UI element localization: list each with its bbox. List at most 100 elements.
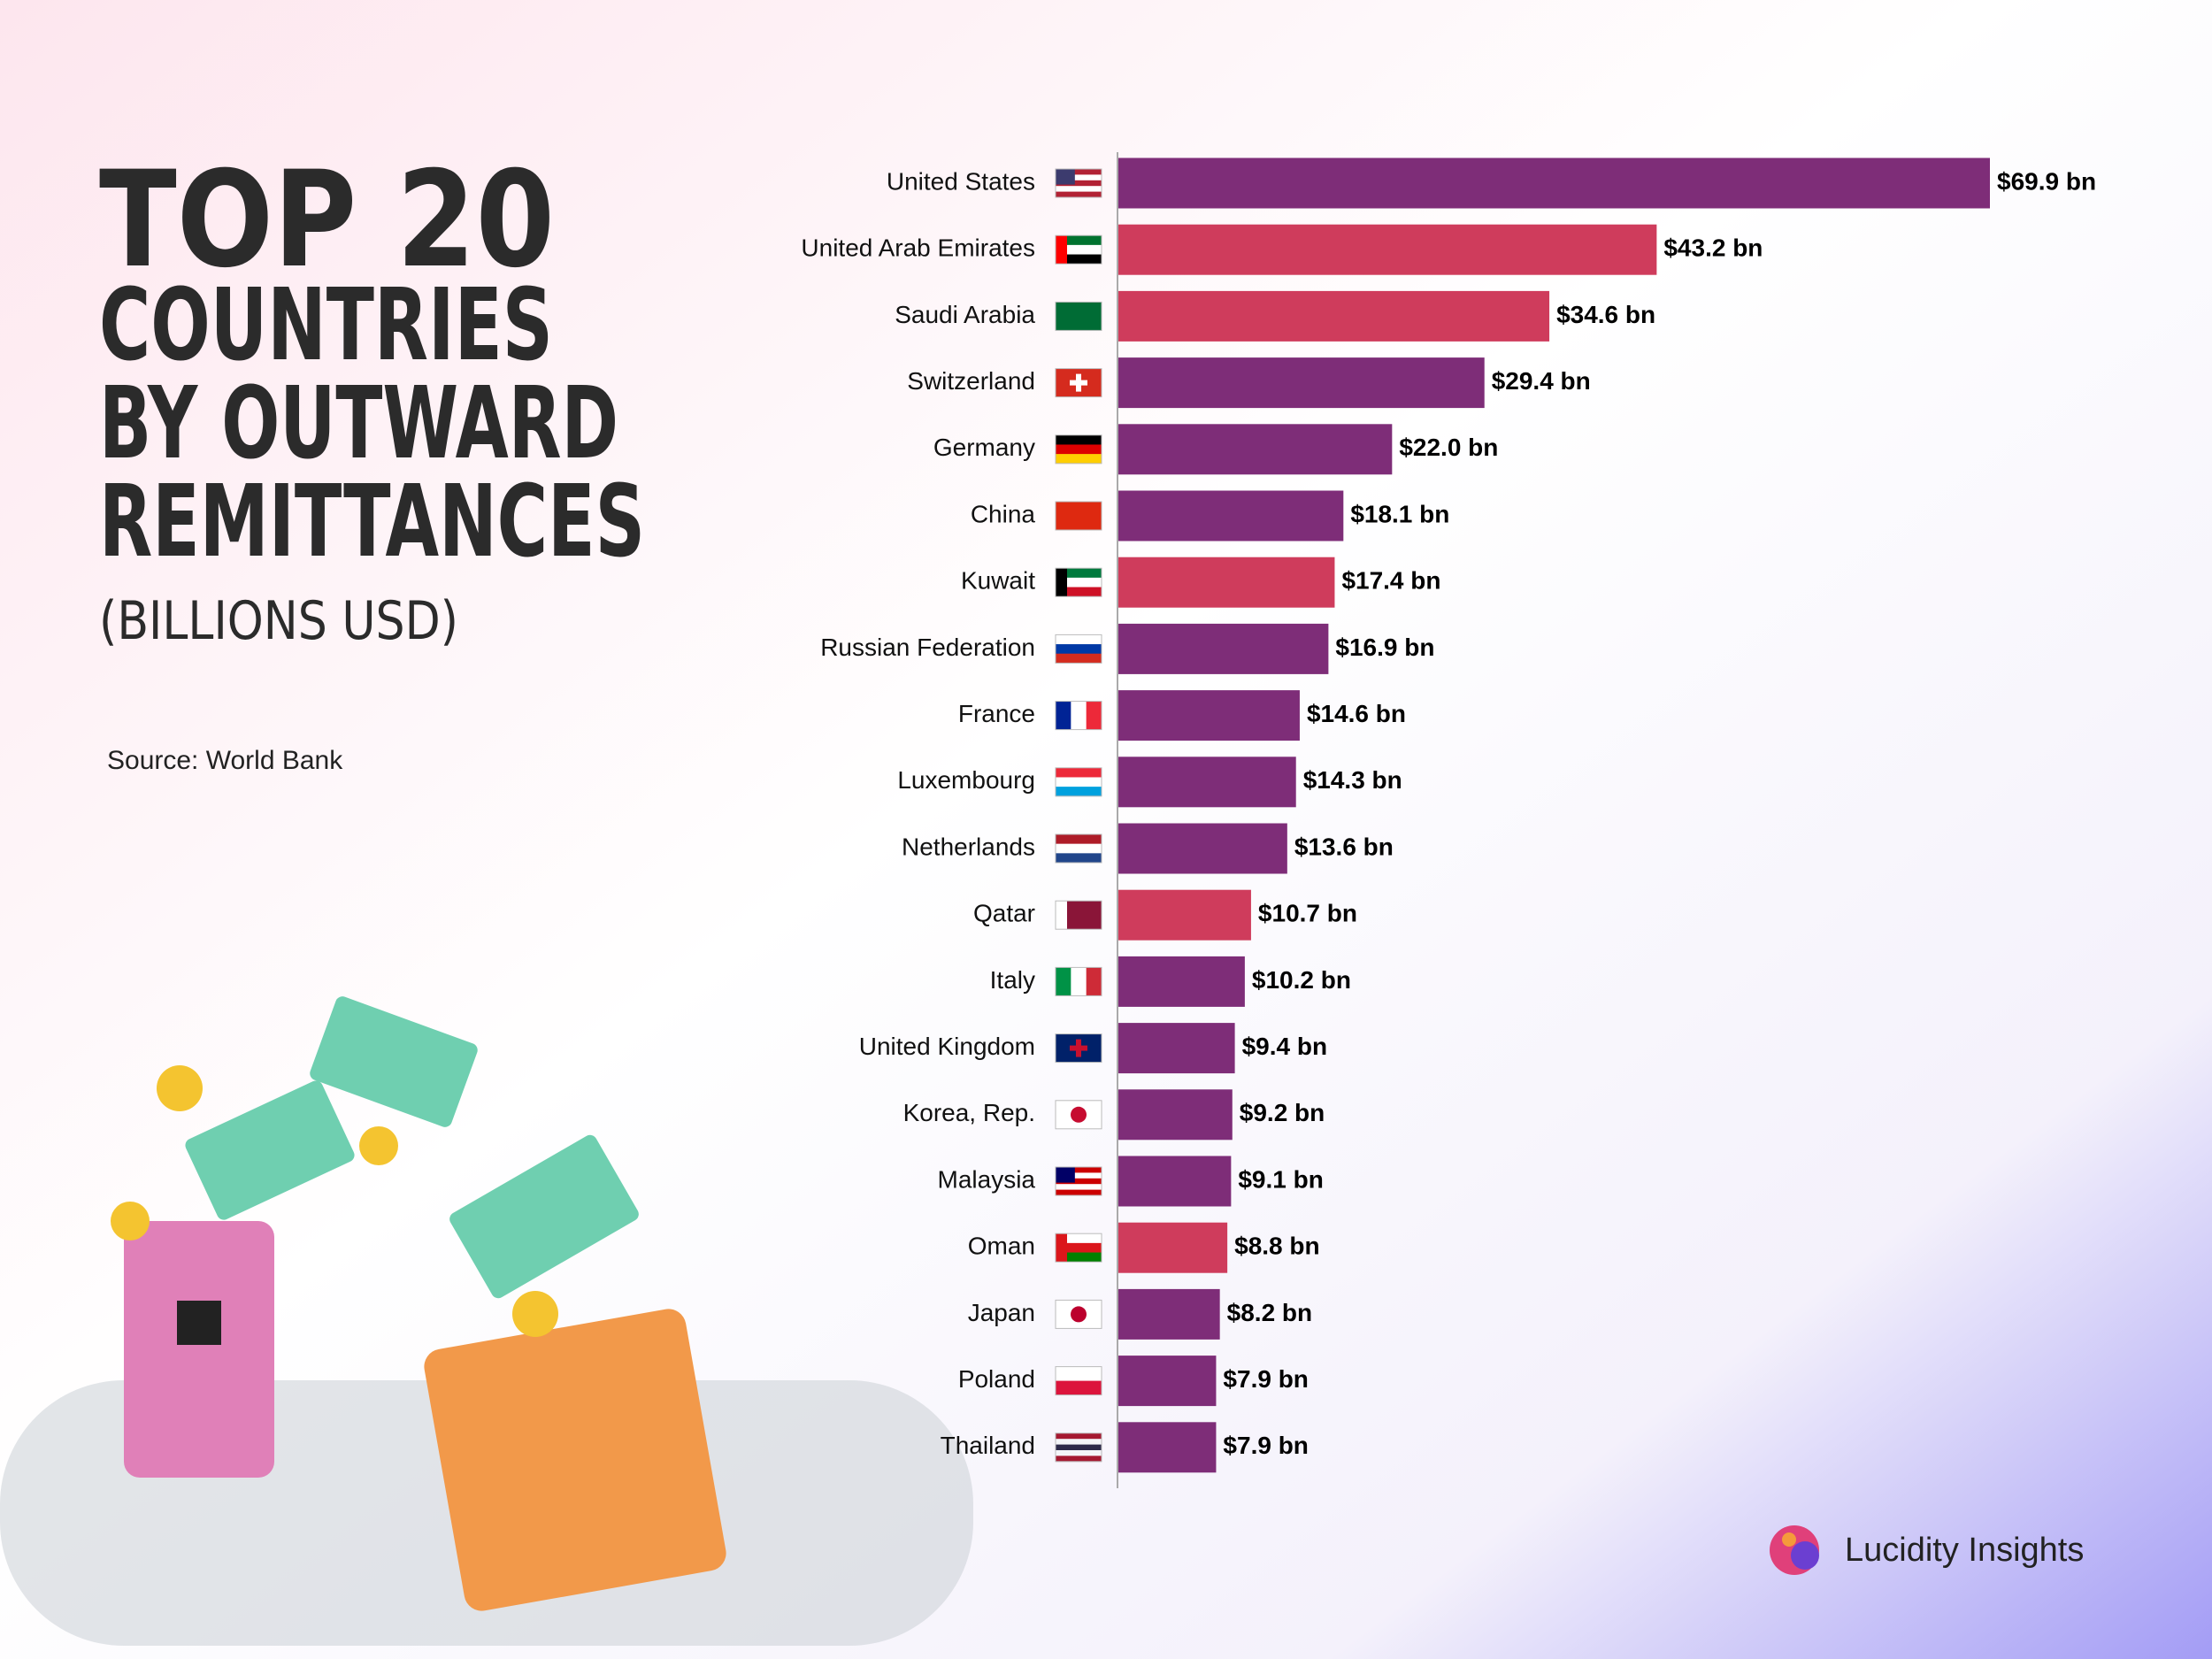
source: Source: World Bank	[107, 746, 343, 775]
flag-stripe	[1056, 644, 1102, 655]
flag-border	[1055, 767, 1102, 797]
category-label: Kuwait	[961, 567, 1035, 595]
value-label: $10.2 bn	[1252, 966, 1351, 994]
category-label: France	[958, 700, 1035, 727]
flag-part	[1071, 1306, 1087, 1323]
value-label: $8.2 bn	[1227, 1299, 1312, 1326]
bar	[1118, 1422, 1217, 1473]
flag-stripe	[1056, 1450, 1102, 1456]
value-label: $34.6 bn	[1556, 301, 1655, 328]
flag-border	[1055, 701, 1102, 731]
flag	[1055, 634, 1102, 664]
value-label: $69.9 bn	[1997, 167, 2096, 195]
flag-part	[1056, 169, 1075, 185]
bar	[1118, 690, 1300, 741]
wallet	[424, 1309, 726, 1611]
flag	[1055, 1299, 1102, 1329]
flag-part	[1056, 1233, 1067, 1263]
flag-stripe	[1056, 1432, 1102, 1440]
logo-mark	[1782, 1532, 1796, 1547]
flag	[1055, 567, 1102, 597]
coin	[157, 1065, 203, 1111]
flag-stripe	[1056, 777, 1102, 787]
flag-stripe	[1056, 834, 1102, 844]
bar	[1118, 1023, 1235, 1074]
brand: Lucidity Insights	[1845, 1532, 2084, 1569]
flag-border	[1055, 634, 1102, 664]
flag	[1055, 1166, 1102, 1196]
flag-stripe	[1056, 1455, 1102, 1463]
flag-border	[1055, 1033, 1102, 1064]
bar	[1118, 823, 1287, 874]
flag	[1055, 1233, 1102, 1263]
flag-border	[1055, 168, 1102, 198]
value-label: $9.1 bn	[1238, 1165, 1323, 1193]
bar	[1118, 224, 1657, 275]
flag-stripe	[1056, 1444, 1102, 1451]
flag	[1055, 966, 1102, 996]
flag-stripe	[1056, 1252, 1102, 1263]
bar	[1118, 1288, 1220, 1340]
bar	[1118, 956, 1245, 1007]
flag-border	[1055, 1299, 1102, 1329]
category-label: Germany	[933, 434, 1035, 461]
qr-code	[177, 1301, 221, 1345]
value-label: $7.9 bn	[1223, 1432, 1308, 1459]
bar	[1118, 1356, 1217, 1407]
value-label: $14.3 bn	[1303, 766, 1402, 794]
flag-stripe	[1056, 191, 1102, 198]
flag-stripe	[1056, 1439, 1102, 1445]
banknote	[310, 996, 478, 1127]
logo-mark	[1791, 1541, 1819, 1570]
flag-stripe	[1056, 174, 1102, 181]
flag-stripe	[1056, 653, 1102, 664]
flag	[1055, 833, 1102, 864]
banknote	[449, 1134, 639, 1299]
bar	[1118, 424, 1393, 475]
bar	[1118, 157, 1990, 209]
flag-stripe	[1056, 587, 1102, 597]
flag-stripe	[1056, 1189, 1102, 1196]
bar	[1118, 889, 1251, 941]
bar	[1118, 490, 1344, 541]
bar	[1118, 757, 1296, 808]
flag-border	[1055, 1233, 1102, 1263]
flag	[1055, 1033, 1102, 1064]
brand-logo	[1770, 1525, 1819, 1575]
phone	[124, 1221, 274, 1478]
category-label: United Kingdom	[859, 1033, 1035, 1060]
flag-part	[1070, 380, 1087, 386]
flag-stripe	[1056, 577, 1102, 588]
flag-stripe	[1056, 1242, 1102, 1253]
category-label: Netherlands	[902, 833, 1035, 860]
bar	[1118, 357, 1485, 409]
flag-stripe	[1056, 254, 1102, 265]
flag-border	[1055, 301, 1102, 331]
flag-stripe	[1056, 1233, 1102, 1244]
flag-stripe	[1056, 434, 1102, 445]
flag-border	[1055, 1366, 1102, 1396]
flag-stripe	[1056, 1167, 1102, 1173]
flag-part	[1056, 1167, 1075, 1183]
category-label: Poland	[958, 1365, 1035, 1393]
value-label: $16.9 bn	[1335, 634, 1434, 661]
flag-border	[1055, 434, 1102, 465]
coin	[111, 1202, 150, 1240]
flag-stripe	[1056, 787, 1102, 797]
flag-border	[1055, 368, 1102, 398]
value-label: $9.4 bn	[1242, 1033, 1327, 1060]
flag-stripe	[1071, 967, 1087, 996]
category-label: United States	[887, 167, 1035, 195]
title-line: COUNTRIES	[99, 268, 553, 383]
category-label: Saudi Arabia	[895, 301, 1035, 328]
flag-stripe	[1086, 967, 1102, 996]
flag	[1055, 701, 1102, 731]
flag-border	[1055, 1166, 1102, 1196]
flag-stripe	[1086, 701, 1102, 730]
flag-stripe	[1056, 967, 1071, 996]
flag	[1055, 301, 1102, 331]
value-label: $13.6 bn	[1294, 833, 1394, 860]
value-label: $18.1 bn	[1350, 500, 1449, 527]
flag-stripe	[1056, 1178, 1102, 1185]
